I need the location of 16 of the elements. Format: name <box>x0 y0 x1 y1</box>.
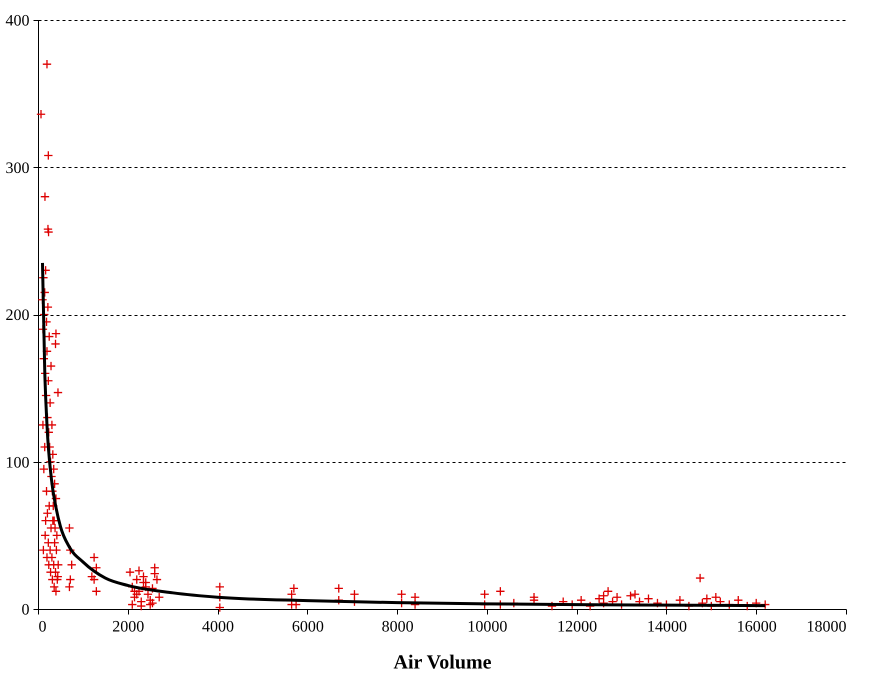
y-tick-label: 300 <box>6 160 30 177</box>
x-tick-label: 2000 <box>112 618 144 636</box>
y-tick-label: 200 <box>6 307 30 324</box>
x-tick-label: 16000 <box>736 618 777 636</box>
x-tick-label: 14000 <box>646 618 687 636</box>
x-tick-label: 10000 <box>467 618 508 636</box>
y-tick-label: 400 <box>6 12 30 30</box>
x-tick-label: 0 <box>38 618 46 636</box>
x-tick-label: 18000 <box>806 618 846 636</box>
x-tick-label: 4000 <box>202 618 234 636</box>
x-tick-label: 6000 <box>292 618 324 636</box>
y-tick-label: 0 <box>22 602 30 618</box>
x-axis-title: Air Volume <box>394 652 492 674</box>
x-tick-label: 12000 <box>557 618 598 636</box>
y-tick-label: 100 <box>6 454 30 472</box>
x-tick-label: 8000 <box>382 618 414 636</box>
